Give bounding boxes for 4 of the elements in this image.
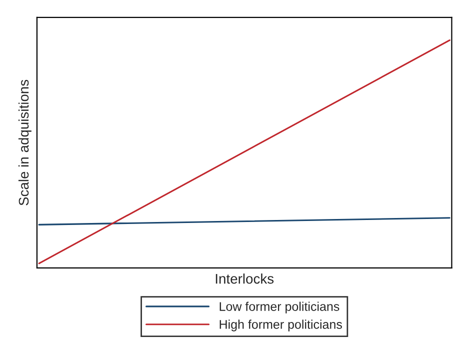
legend-label: High former politicians [220, 320, 342, 332]
legend-label: Low former politicians [220, 302, 340, 314]
x-axis-title: Interlocks [216, 274, 274, 284]
y-axis-title: Scale in adquisitions [18, 80, 32, 206]
